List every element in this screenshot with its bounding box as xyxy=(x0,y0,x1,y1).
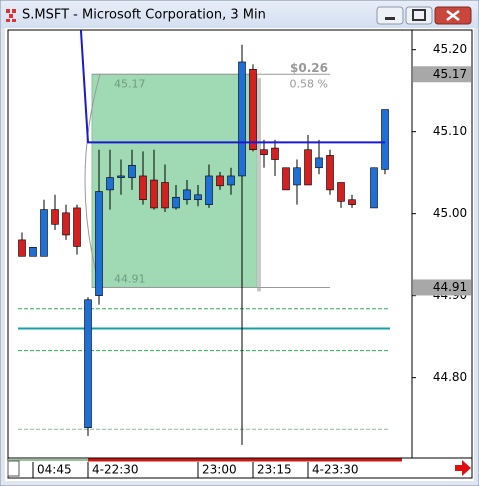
candle-body xyxy=(51,209,59,225)
candle-body xyxy=(381,109,389,170)
candle-body xyxy=(62,212,70,236)
minimize-button[interactable] xyxy=(376,6,404,25)
candle-body xyxy=(161,182,169,209)
x-tick-label: 23:15 xyxy=(257,463,292,477)
x-tick-label: 4-22:30 xyxy=(92,463,139,477)
window-title: S.MSFT - Microsoft Corporation, 3 Min xyxy=(22,8,266,23)
ruler-high-label: 45.17 xyxy=(114,77,146,90)
overlay: 44.8044.9045.0045.1045.2045.1744.9104:45… xyxy=(32,42,471,478)
candle-body xyxy=(315,157,323,169)
ruler-shadow xyxy=(257,78,261,292)
candle-body xyxy=(183,189,191,201)
candle-body xyxy=(348,199,356,205)
x-tick-label: 23:00 xyxy=(202,463,237,477)
y-tick-label: 45.00 xyxy=(433,206,467,220)
candle-body xyxy=(95,191,103,296)
price-axis xyxy=(411,29,473,459)
price-marker xyxy=(413,66,471,83)
y-tick-label: 44.80 xyxy=(433,370,467,384)
price-marker-label: 45.17 xyxy=(433,67,467,81)
candle-body xyxy=(172,196,180,209)
close-button[interactable] xyxy=(434,6,472,25)
ma-line xyxy=(79,30,385,144)
candle-body xyxy=(326,155,334,191)
x-tick-label: 04:45 xyxy=(37,463,72,477)
candle-body xyxy=(293,167,301,186)
candle-body xyxy=(227,175,235,186)
ruler-low-label: 44.91 xyxy=(114,272,146,285)
candle-body xyxy=(139,175,147,201)
candle-body xyxy=(216,175,224,187)
candle-body xyxy=(117,175,125,178)
candle-body xyxy=(249,69,257,151)
x-tick-label: 4-23:30 xyxy=(312,463,359,477)
y-tick-label: 45.10 xyxy=(433,124,467,138)
candle-body xyxy=(150,179,158,209)
candle-body xyxy=(304,149,312,186)
candle-body xyxy=(238,61,246,177)
maximize-button[interactable] xyxy=(405,6,433,25)
ruler-change: $0.26 xyxy=(290,61,328,75)
candle-body xyxy=(18,239,26,257)
price-marker xyxy=(413,279,471,296)
candle-body xyxy=(370,167,378,209)
candle-body xyxy=(282,167,290,191)
candle-body xyxy=(337,182,345,202)
candle-body xyxy=(84,299,92,428)
candle-body xyxy=(271,147,279,160)
candle-body xyxy=(73,207,81,247)
checkbox[interactable] xyxy=(7,460,20,477)
candle-body xyxy=(40,209,48,257)
ruler-arc xyxy=(84,74,101,288)
candle-body xyxy=(260,149,268,155)
candle-body xyxy=(29,246,37,257)
candle-body xyxy=(205,175,213,205)
plot: 45.17 44.91 $0.26 0.58 % xyxy=(18,30,390,445)
y-tick-label: 45.20 xyxy=(433,42,467,56)
scroll-arrow[interactable] xyxy=(455,460,471,476)
candle-body xyxy=(106,177,114,191)
app-icon xyxy=(6,9,16,22)
price-marker-label: 44.91 xyxy=(433,280,467,294)
candle-body xyxy=(194,194,202,201)
ruler-percent: 0.58 % xyxy=(290,77,328,90)
candle-body xyxy=(128,164,136,178)
